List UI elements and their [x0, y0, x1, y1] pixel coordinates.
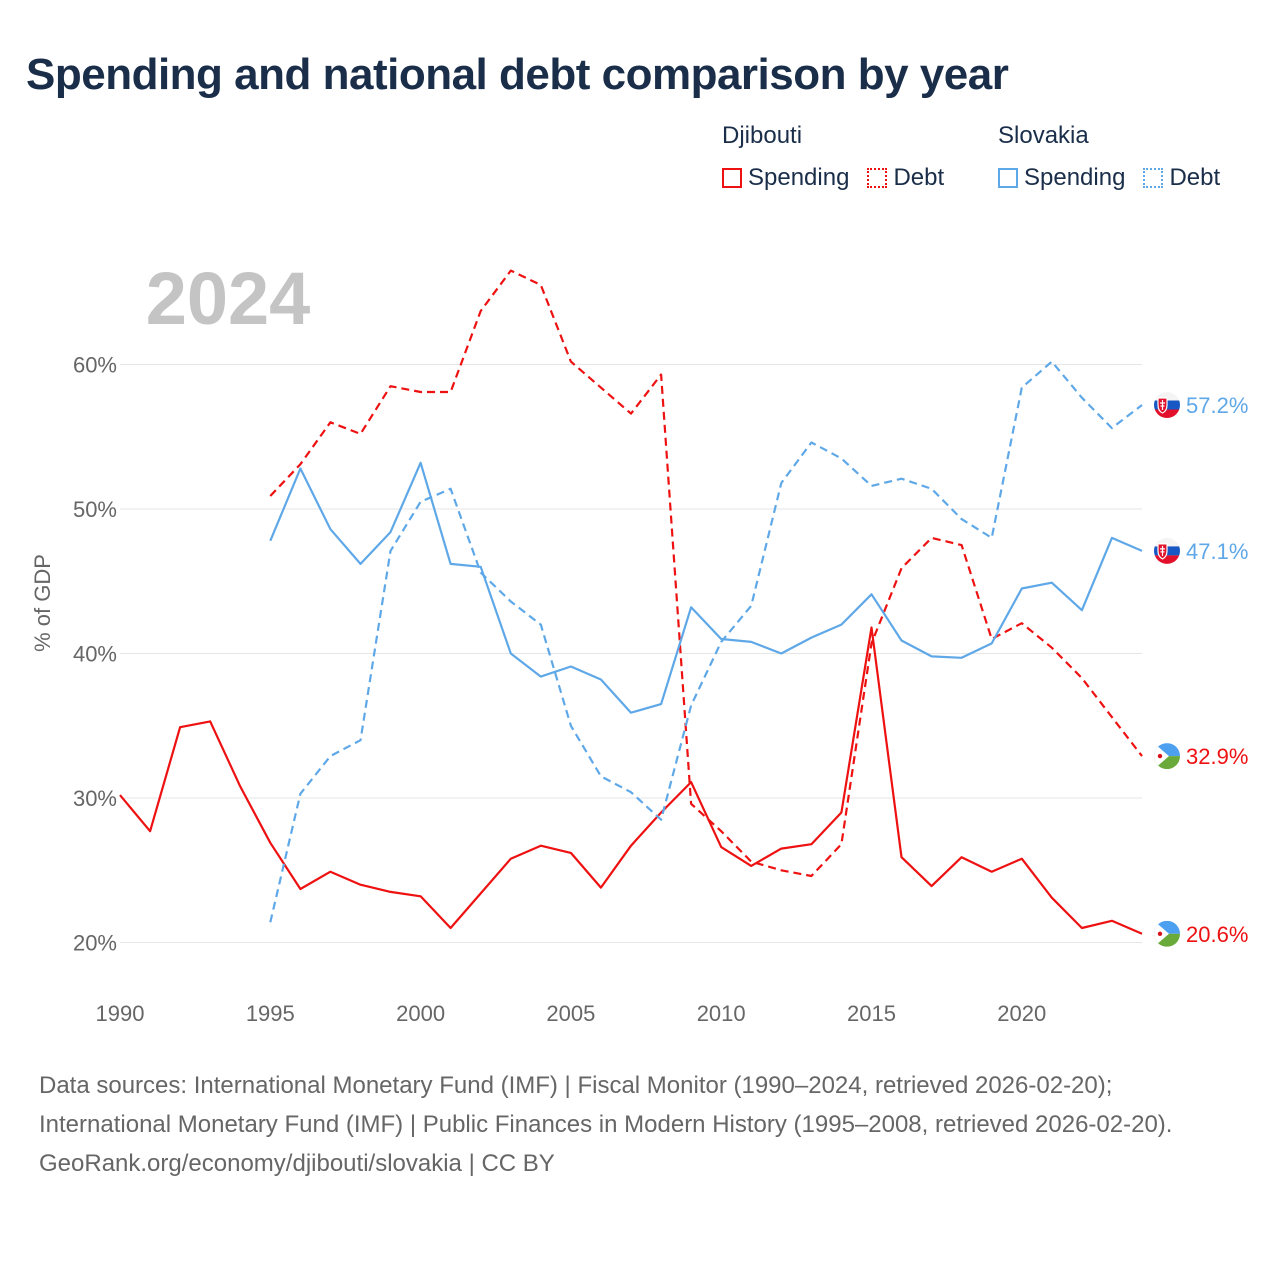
legend-label: Debt — [893, 164, 945, 191]
line-chart: 2024 % of GDP 20% 30% 40% 50% 60% 1990 1995 20… — [30, 257, 1248, 1026]
x-tick-label: 1990 — [96, 1001, 145, 1026]
y-tick-label: 30% — [73, 786, 117, 811]
legend-item-djibouti-debt[interactable]: Debt — [867, 164, 944, 192]
footer: Data sources: International Monetary Fun… — [39, 1066, 1239, 1183]
djibouti-flag-icon — [1154, 920, 1180, 947]
end-value-label: 20.6% — [1186, 922, 1248, 947]
y-tick-label: 60% — [73, 353, 117, 378]
slovakia-flag-icon — [1154, 392, 1180, 418]
credit-link[interactable]: GeoRank.org/economy/djibouti/slovakia | … — [39, 1150, 555, 1177]
legend-label: Spending — [748, 164, 850, 191]
year-label: 2024 — [146, 257, 311, 340]
x-tick-label: 2010 — [697, 1001, 746, 1026]
end-value-label: 32.9% — [1186, 744, 1248, 769]
legend-group-djibouti: Djibouti Spending Debt — [722, 122, 962, 192]
x-tick-label: 2005 — [546, 1001, 595, 1026]
y-tick-label: 20% — [73, 931, 117, 956]
end-value-label: 47.1% — [1186, 539, 1248, 564]
legend-swatch-solid-icon — [722, 168, 742, 188]
legend-item-djibouti-spending[interactable]: Spending — [722, 164, 849, 192]
legend-swatch-dotted-icon — [867, 168, 888, 188]
x-tick-label: 2000 — [396, 1001, 445, 1026]
series-line-slovakia-debt[interactable] — [269, 360, 1143, 923]
y-tick-label: 50% — [73, 497, 117, 522]
legend-swatch-dotted-icon — [1143, 168, 1164, 188]
series-line-djibouti-spending[interactable] — [119, 626, 1143, 935]
legend-label: Spending — [1024, 164, 1126, 191]
x-tick-label: 2020 — [997, 1001, 1046, 1026]
legend-group-slovakia: Slovakia Spending Debt — [998, 122, 1220, 192]
x-tick-label: 1995 — [246, 1001, 295, 1026]
legend-country-slovakia: Slovakia — [998, 122, 1089, 149]
y-tick-label: 40% — [73, 642, 117, 667]
x-tick-label: 2015 — [847, 1001, 896, 1026]
series-line-djibouti-debt[interactable] — [269, 269, 1143, 878]
legend-item-slovakia-spending[interactable]: Spending — [998, 164, 1125, 192]
legend-swatch-solid-icon — [998, 168, 1018, 188]
y-axis-label: % of GDP — [30, 554, 55, 652]
djibouti-flag-icon — [1154, 743, 1180, 770]
legend-label: Debt — [1169, 164, 1221, 191]
legend-country-djibouti: Djibouti — [722, 122, 803, 149]
legend-item-slovakia-debt[interactable]: Debt — [1143, 164, 1220, 192]
end-value-label: 57.2% — [1186, 393, 1248, 418]
slovakia-flag-icon — [1154, 537, 1180, 564]
series-line-slovakia-spending[interactable] — [269, 461, 1143, 714]
chart-title: Spending and national debt comparison by… — [26, 50, 1009, 99]
data-sources: Data sources: International Monetary Fun… — [39, 1072, 1173, 1138]
